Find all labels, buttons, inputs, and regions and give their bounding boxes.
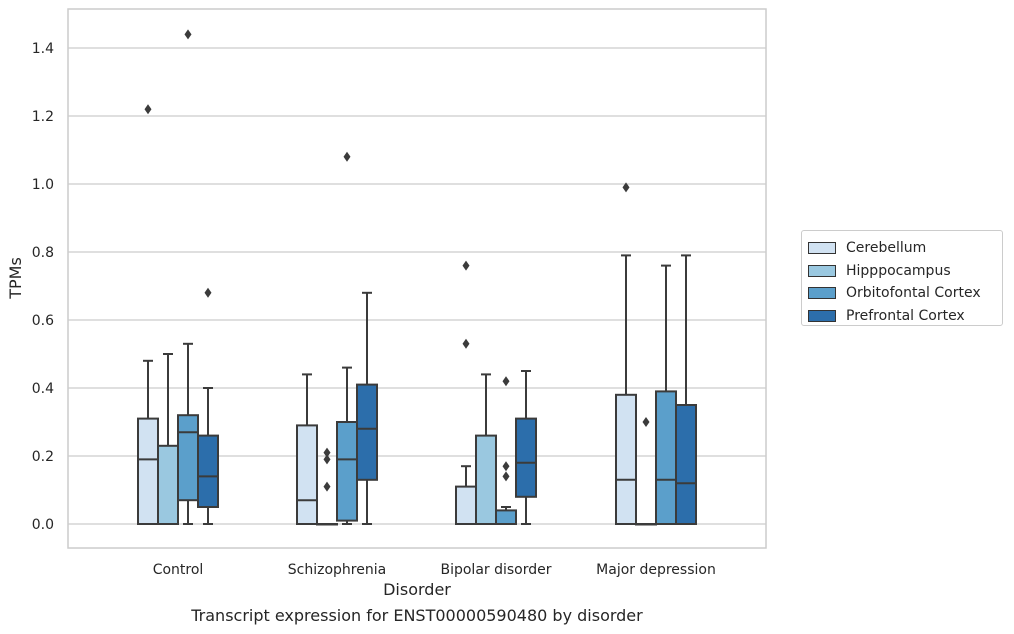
iqr-box xyxy=(515,417,537,498)
outlier-point xyxy=(204,287,212,298)
x-tick-label: Control xyxy=(153,562,204,578)
iqr-box xyxy=(615,393,637,525)
y-tick-label: 0.0 xyxy=(32,517,54,533)
iqr-box xyxy=(675,404,697,525)
y-tick-label: 0.2 xyxy=(32,449,54,465)
outlier-point xyxy=(502,461,510,472)
legend-item: Prefrontal Cortex xyxy=(802,305,1002,328)
box-cerebellum xyxy=(296,373,318,525)
boxplot-chart: 0.0 0.2 0.4 0.6 0.8 1.0 1.2 1.4 Control Schizoph… xyxy=(6,8,767,599)
legend-label: Cerebellum xyxy=(846,240,927,257)
y-tick-label: 0.4 xyxy=(32,381,54,397)
box-hipppocampus xyxy=(635,417,657,526)
iqr-box xyxy=(137,417,159,526)
box-hipppocampus xyxy=(157,353,179,525)
outlier-point xyxy=(642,417,650,427)
x-tick-label: Bipolar disorder xyxy=(440,562,551,578)
iqr-box xyxy=(336,421,358,522)
iqr-box xyxy=(197,434,219,509)
box-orbitofontal-cortex xyxy=(177,29,199,525)
legend-swatch xyxy=(808,264,836,277)
outlier-point xyxy=(462,338,470,349)
outlier-point xyxy=(323,454,331,465)
x-tick-labels: Control Schizophrenia Bipolar disorder Majo… xyxy=(153,562,716,578)
iqr-box xyxy=(455,485,477,526)
iqr-box xyxy=(157,444,179,525)
legend-swatch xyxy=(808,287,836,300)
box-hipppocampus xyxy=(475,373,497,526)
box-prefrontal-cortex xyxy=(197,287,219,525)
legend-swatch xyxy=(808,242,836,255)
box-cerebellum xyxy=(615,182,637,525)
box-prefrontal-cortex xyxy=(515,370,537,525)
x-axis-label: Disorder xyxy=(383,580,451,599)
x-tick-label: Major depression xyxy=(596,562,716,578)
legend-label: Orbitofontal Cortex xyxy=(846,285,981,302)
legend-item: Orbitofontal Cortex xyxy=(802,282,1002,305)
legend-label: Prefrontal Cortex xyxy=(846,307,965,324)
y-axis-label: TPMs xyxy=(6,257,25,300)
outlier-point xyxy=(323,481,331,492)
outlier-point xyxy=(622,182,630,193)
y-tick-label: 0.6 xyxy=(32,313,54,329)
outlier-point xyxy=(502,376,510,387)
y-tick-label: 1.2 xyxy=(32,109,54,125)
outlier-point xyxy=(184,29,192,40)
legend-item: Hipppocampus xyxy=(802,260,1002,283)
legend: Cerebellum Hipppocampus Orbitofontal Corte… xyxy=(801,230,1003,326)
outlier-point xyxy=(323,447,331,458)
iqr-box xyxy=(356,383,378,481)
outlier-point xyxy=(343,151,351,162)
box-orbitofontal-cortex xyxy=(495,376,517,525)
box-prefrontal-cortex xyxy=(356,291,378,525)
x-tick-label: Schizophrenia xyxy=(288,562,386,578)
outlier-point xyxy=(144,104,152,115)
box-prefrontal-cortex xyxy=(675,254,697,525)
legend-swatch xyxy=(808,309,836,322)
box-cerebellum xyxy=(137,104,159,526)
box-cerebellum xyxy=(455,260,477,526)
box-hipppocampus xyxy=(316,447,338,526)
y-tick-label: 0.8 xyxy=(32,245,54,261)
box-series xyxy=(137,29,697,526)
iqr-box xyxy=(655,390,677,525)
legend-item: Cerebellum xyxy=(802,237,1002,260)
outlier-point xyxy=(462,260,470,271)
y-tick-label: 1.0 xyxy=(32,177,54,193)
box-orbitofontal-cortex xyxy=(655,264,677,525)
figure-caption: Transcript expression for ENST0000059048… xyxy=(191,606,643,625)
legend-label: Hipppocampus xyxy=(846,262,951,279)
iqr-box xyxy=(177,414,199,502)
y-tick-labels: 0.0 0.2 0.4 0.6 0.8 1.0 1.2 1.4 xyxy=(32,41,54,533)
y-tick-label: 1.4 xyxy=(32,41,54,57)
plot-frame xyxy=(67,8,767,549)
iqr-box xyxy=(475,434,497,526)
box-orbitofontal-cortex xyxy=(336,151,358,525)
iqr-box xyxy=(296,424,318,525)
outlier-point xyxy=(502,471,510,482)
iqr-box xyxy=(495,509,517,525)
